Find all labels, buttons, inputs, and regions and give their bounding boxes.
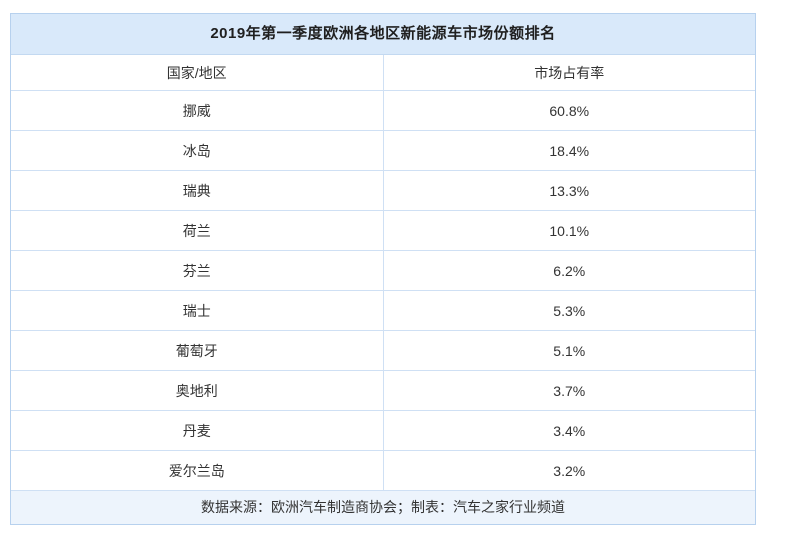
share-cell: 5.3% [382, 291, 755, 330]
share-cell: 60.8% [382, 91, 755, 130]
table-row: 荷兰 10.1% [11, 211, 755, 251]
share-cell: 10.1% [382, 211, 755, 250]
column-header-share: 市场占有率 [382, 55, 755, 90]
region-cell: 奥地利 [11, 371, 383, 410]
table-row: 爱尔兰岛 3.2% [11, 451, 755, 491]
region-cell: 冰岛 [11, 131, 383, 170]
share-cell: 6.2% [382, 251, 755, 290]
table-title: 2019年第一季度欧洲各地区新能源车市场份额排名 [11, 14, 755, 55]
share-cell: 3.4% [382, 411, 755, 450]
region-cell: 瑞士 [11, 291, 383, 330]
table-footer: 数据来源：欧洲汽车制造商协会；制表：汽车之家行业频道 [11, 491, 755, 524]
share-cell: 5.1% [382, 331, 755, 370]
region-cell: 芬兰 [11, 251, 383, 290]
region-cell: 挪威 [11, 91, 383, 130]
column-header-region: 国家/地区 [11, 55, 383, 90]
table-header-row: 国家/地区 市场占有率 [11, 55, 755, 91]
share-cell: 3.7% [382, 371, 755, 410]
region-cell: 荷兰 [11, 211, 383, 250]
table-row: 瑞士 5.3% [11, 291, 755, 331]
region-cell: 瑞典 [11, 171, 383, 210]
region-cell: 爱尔兰岛 [11, 451, 383, 490]
table-row: 芬兰 6.2% [11, 251, 755, 291]
share-cell: 3.2% [382, 451, 755, 490]
table-row: 挪威 60.8% [11, 91, 755, 131]
table-row: 葡萄牙 5.1% [11, 331, 755, 371]
share-cell: 18.4% [382, 131, 755, 170]
table-row: 冰岛 18.4% [11, 131, 755, 171]
table-row: 丹麦 3.4% [11, 411, 755, 451]
region-cell: 丹麦 [11, 411, 383, 450]
region-cell: 葡萄牙 [11, 331, 383, 370]
market-share-table: 2019年第一季度欧洲各地区新能源车市场份额排名 国家/地区 市场占有率 挪威 … [10, 13, 756, 525]
table-row: 奥地利 3.7% [11, 371, 755, 411]
table-row: 瑞典 13.3% [11, 171, 755, 211]
share-cell: 13.3% [382, 171, 755, 210]
